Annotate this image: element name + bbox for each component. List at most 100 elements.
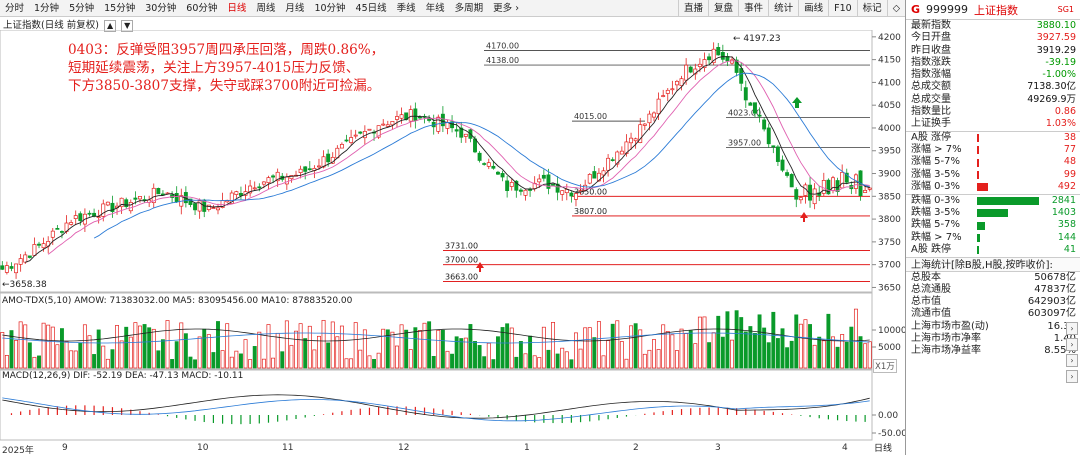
candle-body	[248, 185, 253, 194]
volume-bar	[353, 322, 358, 369]
candle-body	[638, 124, 643, 143]
volume-ma5-line	[2, 328, 870, 342]
volume-bar	[670, 334, 675, 369]
volume-bar	[110, 349, 115, 369]
timeframe-tab-3[interactable]: 15分钟	[104, 2, 136, 14]
volume-bar	[684, 333, 689, 369]
timeframe-tab-8[interactable]: 月线	[285, 2, 305, 14]
note-line-3: 下方3850-3807支撑，失守或踩3700附近可捡漏。	[68, 78, 381, 94]
expand-button[interactable]: ▼	[121, 20, 134, 32]
timeframe-tab-11[interactable]: 季线	[396, 2, 416, 14]
candle-body	[73, 215, 78, 219]
volume-bar	[697, 316, 702, 369]
volume-bar	[46, 324, 51, 369]
tool-button-0[interactable]: 直播	[678, 0, 708, 17]
breadth-count: 41	[1063, 244, 1076, 256]
volume-bar	[528, 335, 533, 369]
candle-body	[771, 145, 776, 148]
timeframe-tab-13[interactable]: 多周期	[454, 2, 484, 14]
quote-key: 总成交量	[911, 93, 951, 105]
timeframe-tab-9[interactable]: 10分钟	[314, 2, 346, 14]
note-line-2: 短期延续震荡，关注上方3957-4015压力反馈、	[68, 60, 360, 76]
timeframe-tab-4[interactable]: 30分钟	[145, 2, 177, 14]
volume-bar	[601, 355, 606, 369]
tool-button-5[interactable]: F10	[828, 0, 857, 17]
candle-body	[670, 88, 675, 91]
quote-key: 昨日收盘	[911, 44, 951, 56]
tool-button-1[interactable]: 复盘	[708, 0, 738, 17]
chart-panels[interactable]: 4170.00 4138.00 4015.00 4023.00 3957.00 3850.…	[0, 30, 905, 455]
side-expand-button-4[interactable]: ›	[1066, 370, 1078, 383]
timeframe-tab-1[interactable]: 1分钟	[34, 2, 60, 14]
quote-value: 3927.59	[1036, 32, 1076, 44]
volume-bar	[656, 349, 661, 369]
volume-bar	[165, 320, 170, 369]
volume-bar	[619, 341, 624, 369]
tool-button-2[interactable]: 事件	[738, 0, 768, 17]
candle-body	[601, 170, 606, 176]
timeframe-tab-5[interactable]: 60分钟	[186, 2, 218, 14]
timeframe-tab-10[interactable]: 45日线	[355, 2, 387, 14]
candle-body	[18, 258, 23, 265]
volume-bar	[831, 336, 835, 369]
breadth-count: 77	[1063, 144, 1076, 156]
volume-bar	[711, 332, 716, 369]
candle-body	[450, 121, 455, 129]
volume-bar	[707, 342, 712, 369]
candle-body	[261, 181, 266, 185]
candle-body	[408, 109, 413, 122]
volume-bar	[321, 319, 326, 369]
timeframe-tab-2[interactable]: 5分钟	[69, 2, 95, 14]
candle-body	[50, 230, 55, 238]
timeframe-tab-12[interactable]: 年线	[425, 2, 445, 14]
tool-button-6[interactable]: 标记	[856, 0, 887, 17]
stats-key: 总流通股	[911, 283, 951, 295]
timeframe-tab-7[interactable]: 周线	[256, 2, 276, 14]
volume-bar	[408, 349, 413, 369]
volume-bar	[381, 328, 386, 369]
volume-bar	[716, 315, 721, 369]
volume-bar	[390, 331, 395, 369]
quote-row: 总成交量 49269.9万	[906, 94, 1080, 106]
quote-value: 1.03%	[1045, 118, 1076, 130]
side-expand-button-3[interactable]: ›	[1066, 354, 1078, 367]
volume-bar	[344, 358, 349, 369]
candle-body	[321, 156, 326, 168]
candle-body	[652, 112, 656, 118]
candle-body	[629, 137, 634, 144]
volume-bar	[440, 329, 445, 369]
timeframe-tab-6[interactable]: 日线	[227, 2, 247, 14]
candle-body	[720, 52, 725, 60]
market-flag: G	[911, 3, 921, 16]
candle-body	[344, 139, 349, 142]
candle-body	[151, 187, 156, 204]
quote-row: 今日开盘 3927.59	[906, 32, 1080, 44]
timeframe-tab-0[interactable]: 分时	[5, 2, 25, 14]
side-expand-button-2[interactable]: ›	[1066, 338, 1078, 351]
candle-body	[665, 89, 670, 94]
stats-row: 总流通股 47837亿	[906, 284, 1080, 296]
candle-body	[615, 151, 620, 165]
volume-bar	[826, 313, 831, 369]
volume-bar	[431, 356, 436, 369]
breadth-label: 跌幅 3-5%	[911, 207, 961, 219]
volume-bar	[105, 358, 110, 369]
candle-body	[523, 189, 528, 196]
tool-button-7[interactable]: ◇	[886, 0, 905, 17]
stats-row: 上海市场市净率 1.40	[906, 333, 1080, 345]
candle-body	[128, 202, 133, 212]
candle-body	[390, 120, 395, 126]
breadth-count: 358	[1057, 219, 1076, 231]
candle-body	[514, 180, 519, 191]
side-expand-button-1[interactable]: ›	[1066, 322, 1078, 335]
tool-button-4[interactable]: 画线	[798, 0, 828, 17]
tool-button-3[interactable]: 统计	[768, 0, 798, 17]
volume-bar	[817, 336, 822, 369]
volume-bar	[317, 335, 321, 369]
volume-bar	[156, 350, 161, 369]
volume-bar	[615, 320, 620, 369]
candle-body	[14, 263, 19, 274]
timeframe-tab-14[interactable]: 更多 ›	[493, 2, 519, 14]
volume-bar	[271, 357, 276, 369]
